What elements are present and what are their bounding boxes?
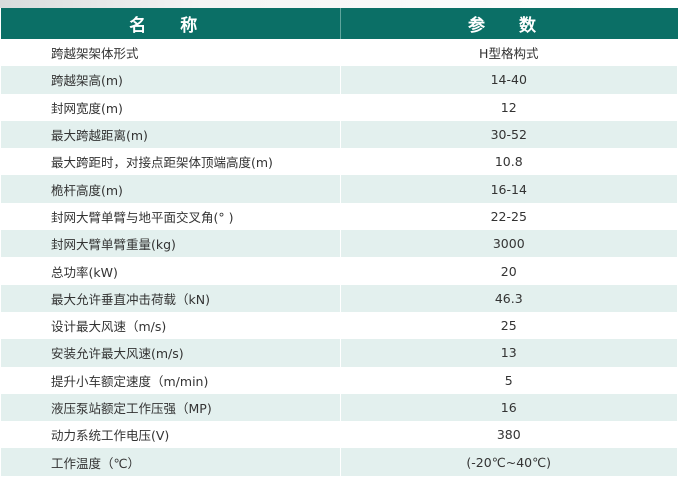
table-row: 动力系统工作电压(V) 380	[1, 421, 678, 449]
param-name: 最大跨距时，对接点距架体顶端高度(m)	[1, 148, 341, 176]
cut-off-title-strip	[0, 0, 679, 8]
table-row: 封网大臂单臂重量(kg) 3000	[1, 230, 678, 258]
param-value: 380	[340, 421, 678, 449]
table-row: 液压泵站额定工作压强（MP) 16	[1, 393, 678, 422]
table-row: 设计最大风速（m/s) 25	[1, 311, 678, 340]
param-name: 最大允许垂直冲击荷载（kN)	[1, 284, 341, 312]
param-name: 设计最大风速（m/s)	[1, 311, 341, 340]
header-name: 名 称	[1, 8, 341, 39]
param-value: 46.3	[340, 284, 678, 312]
table-row: 封网宽度(m) 12	[1, 93, 678, 121]
param-name: 最大跨越距离(m)	[1, 120, 341, 149]
table-row: 安装允许最大风速(m/s) 13	[1, 339, 678, 367]
table-row: 总功率(kW) 20	[1, 257, 678, 285]
table-row: 工作温度（℃） (-20℃~40℃)	[1, 448, 678, 476]
table-row: 封网大臂单臂与地平面交叉角(° ) 22-25	[1, 202, 678, 231]
param-name: 工作温度（℃）	[1, 448, 341, 476]
param-value: (-20℃~40℃)	[340, 448, 678, 476]
table-row: 最大跨越距离(m) 30-52	[1, 120, 678, 149]
param-value: H型格构式	[340, 39, 678, 67]
param-value: 20	[340, 257, 678, 285]
param-value: 5	[340, 366, 678, 394]
param-value: 25	[340, 311, 678, 340]
parameter-table: 名 称 参 数 跨越架架体形式 H型格构式 跨越架高(m) 14-40 封网宽度(m) 1…	[1, 8, 678, 476]
header-value: 参 数	[340, 8, 678, 39]
param-name: 跨越架高(m)	[1, 66, 341, 94]
param-name: 液压泵站额定工作压强（MP)	[1, 393, 341, 422]
param-name: 封网大臂单臂与地平面交叉角(° )	[1, 202, 341, 231]
param-name: 跨越架架体形式	[1, 39, 341, 67]
table-row: 桅杆高度(m) 16-14	[1, 175, 678, 203]
table-row: 最大允许垂直冲击荷载（kN) 46.3	[1, 284, 678, 312]
param-value: 16-14	[340, 175, 678, 203]
table-header: 名 称 参 数	[1, 8, 678, 39]
param-value: 14-40	[340, 66, 678, 94]
param-value: 22-25	[340, 202, 678, 231]
param-name: 封网大臂单臂重量(kg)	[1, 230, 341, 258]
param-value: 12	[340, 93, 678, 121]
param-name: 封网宽度(m)	[1, 93, 341, 121]
param-name: 安装允许最大风速(m/s)	[1, 339, 341, 367]
param-value: 13	[340, 339, 678, 367]
param-name: 总功率(kW)	[1, 257, 341, 285]
table-row: 最大跨距时，对接点距架体顶端高度(m) 10.8	[1, 148, 678, 176]
param-name: 桅杆高度(m)	[1, 175, 341, 203]
param-name: 动力系统工作电压(V)	[1, 421, 341, 449]
table-row: 跨越架高(m) 14-40	[1, 66, 678, 94]
param-value: 16	[340, 393, 678, 422]
param-value: 3000	[340, 230, 678, 258]
param-value: 10.8	[340, 148, 678, 176]
table-row: 提升小车额定速度（m/min) 5	[1, 366, 678, 394]
param-name: 提升小车额定速度（m/min)	[1, 366, 341, 394]
param-value: 30-52	[340, 120, 678, 149]
table-row: 跨越架架体形式 H型格构式	[1, 39, 678, 67]
